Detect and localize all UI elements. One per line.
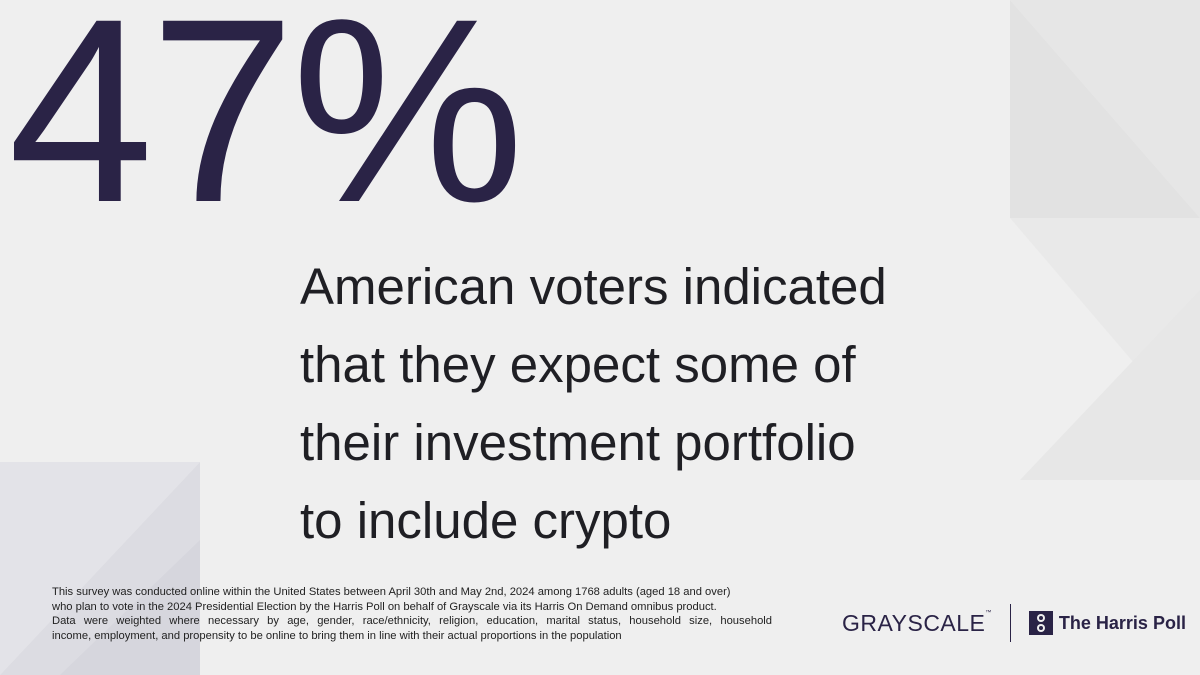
headline-line: their investment portfolio [300, 414, 856, 471]
survey-footnote: This survey was conducted online within … [52, 585, 772, 643]
headline-line: to include crypto [300, 492, 672, 549]
footnote-line: income, employment, and propensity to be… [52, 629, 622, 642]
grayscale-logo: GRAYSCALE™ [842, 609, 992, 636]
footnote-line: Data were weighted where necessary by ag… [52, 615, 772, 628]
logo-divider [1009, 604, 1011, 642]
footnote-line: This survey was conducted online within … [52, 586, 731, 598]
footnote-line: who plan to vote in the 2024 Presidentia… [52, 600, 717, 613]
headline-line: that they expect some of [300, 336, 856, 393]
headline: American voters indicated that they expe… [300, 248, 1080, 560]
logos: GRAYSCALE™ The Harris Poll [842, 603, 1186, 643]
harris-poll-icon [1028, 611, 1053, 635]
stat-value: 47% [8, 0, 524, 257]
harris-poll-logo: The Harris Poll [1028, 611, 1186, 635]
headline-line: American voters indicated [300, 258, 887, 315]
